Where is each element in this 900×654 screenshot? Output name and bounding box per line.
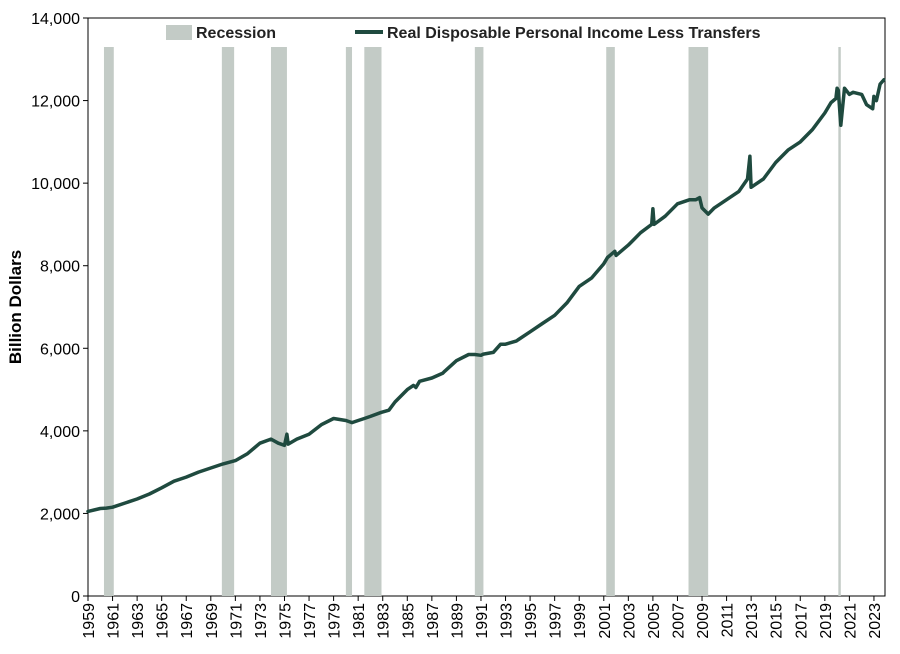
x-tick-label: 2001 [597,603,614,639]
x-axis: 1959 1961 1963 1965 1967 1969 1971 1973 1975 1977… [81,596,884,639]
x-tick-label: 2015 [769,603,786,639]
recession-band [345,47,353,596]
recession-band [364,47,382,596]
x-tick-label: 2019 [818,603,835,639]
x-tick-label: 2013 [744,603,761,639]
x-tick-label: 1999 [572,603,589,639]
x-tick-label: 1967 [179,603,196,639]
recession-band [838,47,841,596]
legend: Recession Real Disposable Personal Incom… [166,25,761,42]
x-tick-label: 2017 [793,603,810,639]
x-tick-label: 2007 [670,603,687,639]
x-tick-label: 1973 [253,603,270,639]
recession-band [221,47,235,596]
x-tick-label: 1985 [400,603,417,639]
y-tick-label: 4,000 [40,424,80,441]
y-tick-label: 2,000 [40,506,80,523]
recession-band [606,47,615,596]
x-tick-label: 1981 [351,603,368,639]
x-tick-label: 1965 [155,603,172,639]
x-tick-label: 1993 [499,603,516,639]
x-tick-label: 2003 [621,603,638,639]
x-tick-label: 2021 [842,603,859,639]
x-tick-label: 1979 [327,603,344,639]
y-tick-label: 12,000 [31,94,80,111]
y-axis-label: Billion Dollars [6,250,25,364]
legend-series-label: Real Disposable Personal Income Less Tra… [387,25,761,42]
x-tick-label: 1961 [106,603,123,639]
recession-band [688,47,709,596]
y-tick-label: 10,000 [31,176,80,193]
x-tick-label: 2011 [720,603,737,638]
y-tick-label: 6,000 [40,341,80,358]
x-tick-label: 1995 [523,603,540,639]
x-tick-label: 1959 [81,603,98,639]
y-tick-label: 14,000 [31,11,80,28]
plot-frame [87,17,886,597]
recession-band [474,47,484,596]
x-tick-label: 1997 [548,603,565,639]
x-tick-label: 1991 [474,603,491,639]
x-tick-label: 2023 [867,603,884,639]
x-tick-label: 1975 [277,603,294,639]
x-tick-label: 1969 [204,603,221,639]
y-tick-label: 0 [71,589,80,606]
x-tick-label: 2005 [646,603,663,639]
legend-recession-label: Recession [196,25,276,42]
x-tick-label: 1963 [130,603,147,639]
y-axis: 0 2,000 4,000 6,000 8,000 10,000 12,000 14,000 [31,11,88,606]
y-tick-label: 8,000 [40,259,80,276]
x-tick-label: 1983 [376,603,393,639]
x-tick-label: 1971 [228,603,245,639]
income-series-line [86,78,886,514]
x-tick-label: 1987 [425,603,442,639]
x-tick-label: 1977 [302,603,319,639]
legend-recession-swatch [166,25,192,40]
x-tick-label: 2009 [695,603,712,639]
x-tick-label: 1989 [449,603,466,639]
recession-band [270,47,287,596]
recession-band [103,47,114,596]
recession-bands [103,47,841,596]
